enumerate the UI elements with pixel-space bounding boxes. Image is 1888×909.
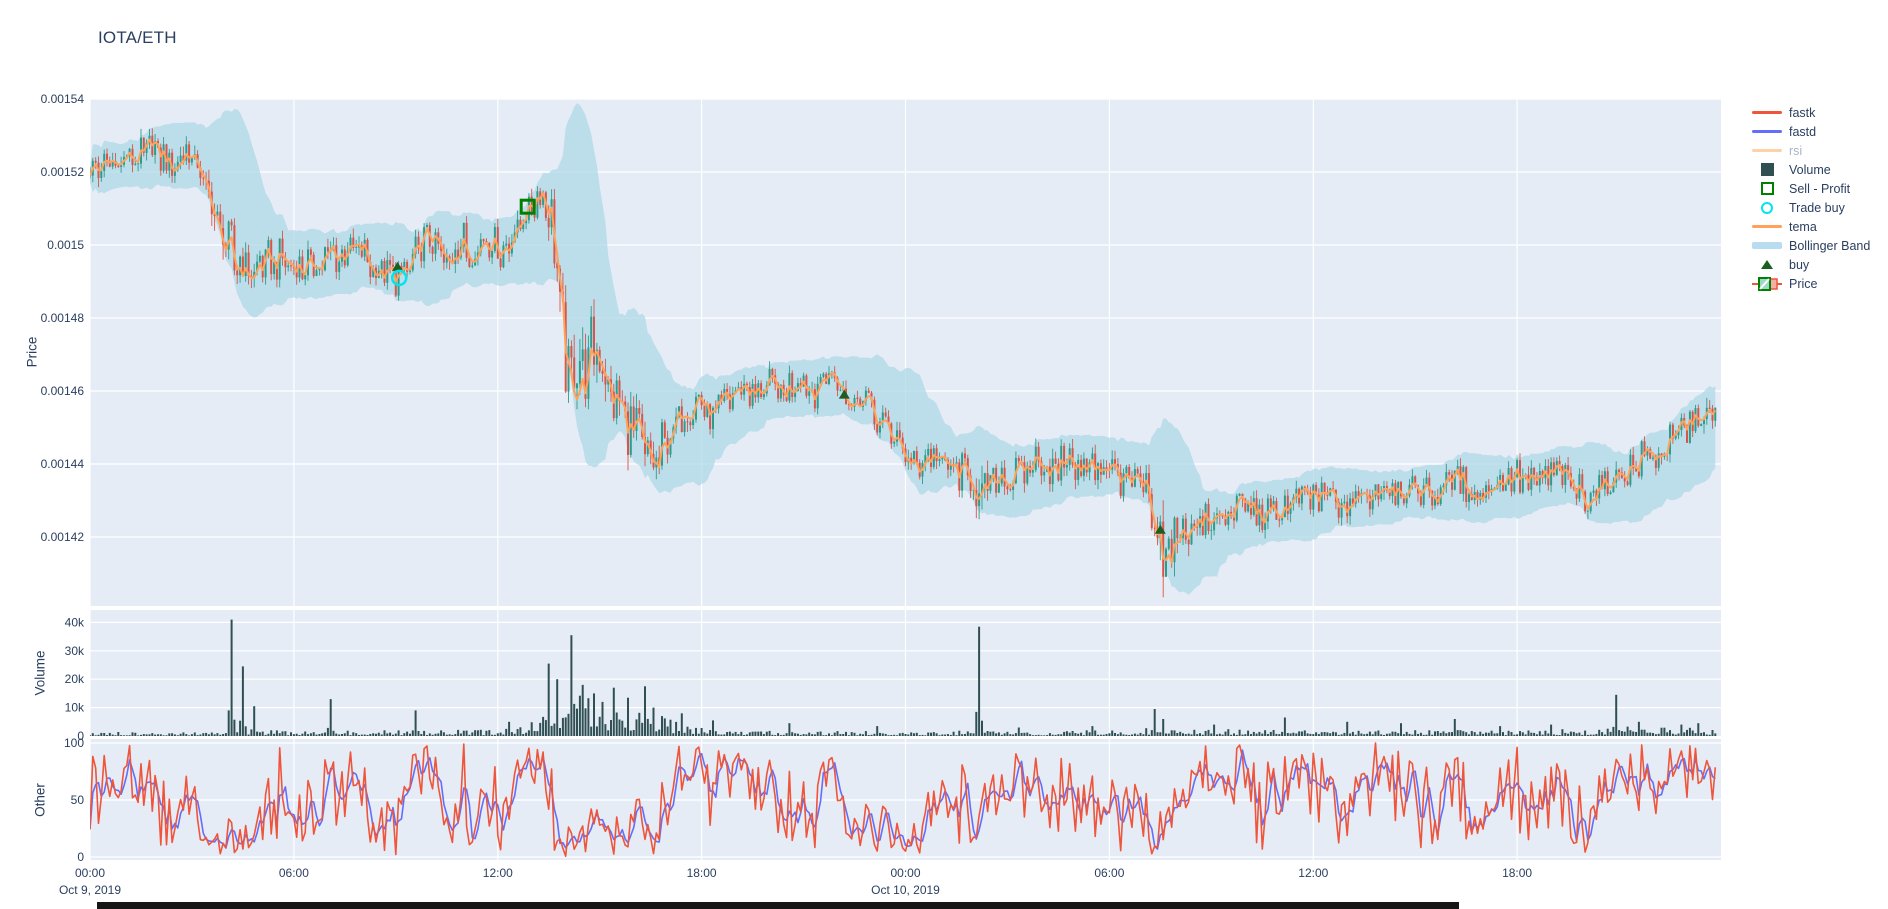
svg-text:18:00: 18:00 xyxy=(687,866,717,880)
svg-text:Oct 10, 2019: Oct 10, 2019 xyxy=(871,883,940,897)
legend-item-fastk[interactable]: fastk xyxy=(1750,103,1870,122)
svg-text:0: 0 xyxy=(77,850,84,864)
svg-text:30k: 30k xyxy=(65,644,85,658)
trade-buy-marker xyxy=(390,269,408,287)
oscillator-series xyxy=(90,742,1717,857)
legend-label-buy: buy xyxy=(1789,257,1810,272)
legend-label-fastd: fastd xyxy=(1789,124,1817,139)
svg-text:0.00154: 0.00154 xyxy=(41,92,85,106)
svg-text:0.00152: 0.00152 xyxy=(41,165,85,179)
bottom-window-edge-bar xyxy=(97,902,1459,909)
svg-text:00:00: 00:00 xyxy=(890,866,920,880)
buy-marker xyxy=(1154,524,1166,534)
legend-label-bollinger: Bollinger Band xyxy=(1789,238,1871,253)
fastk-line xyxy=(90,742,1717,857)
buy-marker xyxy=(392,261,403,271)
svg-text:40k: 40k xyxy=(65,615,85,629)
legend-label-price: Price xyxy=(1789,276,1818,291)
fastd-line xyxy=(90,749,1716,850)
legend-label-rsi: rsi xyxy=(1789,143,1803,158)
legend-item-volume[interactable]: Volume xyxy=(1750,160,1870,179)
legend-swatch-trade-buy-icon xyxy=(1750,201,1784,214)
legend-item-fastd[interactable]: fastd xyxy=(1750,122,1870,141)
svg-text:20k: 20k xyxy=(65,672,85,686)
y-tick-labels: 0.00154 0.00152 0.0015 0.00148 0.00146 0.0014… xyxy=(41,92,85,864)
svg-text:50: 50 xyxy=(71,793,85,807)
legend-swatch-price-icon xyxy=(1750,276,1784,292)
x-tick-labels: 00:00 06:00 12:00 18:00 00:00 06:00 12:00 18:00… xyxy=(59,866,1532,897)
legend-swatch-fastd-icon xyxy=(1750,130,1784,133)
buy-marker xyxy=(838,389,850,399)
svg-text:06:00: 06:00 xyxy=(279,866,309,880)
legend-item-price[interactable]: Price xyxy=(1750,274,1870,293)
price-axis-title: Price xyxy=(24,336,40,368)
svg-text:12:00: 12:00 xyxy=(483,866,513,880)
legend-swatch-fastk-icon xyxy=(1750,111,1784,114)
legend-label-tema: tema xyxy=(1789,219,1817,234)
legend-swatch-volume-icon xyxy=(1750,163,1784,176)
legend: fastk fastd rsi Volume Sell - Profit Trade bu… xyxy=(1750,103,1870,293)
svg-text:100: 100 xyxy=(64,736,84,750)
svg-text:0: 0 xyxy=(77,729,84,743)
svg-text:Oct 9, 2019: Oct 9, 2019 xyxy=(59,883,121,897)
legend-label-sell-profit: Sell - Profit xyxy=(1789,181,1851,196)
legend-swatch-buy-icon xyxy=(1750,260,1784,269)
legend-item-bollinger[interactable]: Bollinger Band xyxy=(1750,236,1870,255)
trade-markers xyxy=(390,198,1166,534)
svg-text:10k: 10k xyxy=(65,701,85,715)
svg-text:12:00: 12:00 xyxy=(1298,866,1328,880)
legend-label-volume: Volume xyxy=(1789,162,1831,177)
volume-series xyxy=(90,619,1717,736)
legend-item-trade-buy[interactable]: Trade buy xyxy=(1750,198,1870,217)
svg-text:0.00144: 0.00144 xyxy=(41,457,85,471)
legend-item-rsi[interactable]: rsi xyxy=(1750,141,1870,160)
volume-axis-title: Volume xyxy=(32,650,48,696)
bollinger-band xyxy=(90,103,1716,595)
legend-swatch-sell-profit-icon xyxy=(1750,182,1784,195)
legend-label-trade-buy: Trade buy xyxy=(1789,200,1845,215)
svg-text:18:00: 18:00 xyxy=(1502,866,1532,880)
legend-swatch-rsi-icon xyxy=(1750,149,1784,152)
legend-swatch-tema-icon xyxy=(1750,225,1784,228)
other-axis-title: Other xyxy=(32,783,48,817)
svg-text:0.00146: 0.00146 xyxy=(41,384,85,398)
tema-line xyxy=(90,138,1717,564)
page-title: IOTA/ETH xyxy=(98,28,177,47)
sell-profit-marker xyxy=(519,198,536,215)
svg-text:0.00142: 0.00142 xyxy=(41,530,85,544)
legend-swatch-bollinger-icon xyxy=(1750,242,1784,249)
svg-text:0.00148: 0.00148 xyxy=(41,311,85,325)
legend-label-fastk: fastk xyxy=(1789,105,1816,120)
svg-text:00:00: 00:00 xyxy=(75,866,105,880)
legend-item-sell-profit[interactable]: Sell - Profit xyxy=(1750,179,1870,198)
svg-text:0.0015: 0.0015 xyxy=(47,238,84,252)
legend-item-buy[interactable]: buy xyxy=(1750,255,1870,274)
svg-text:06:00: 06:00 xyxy=(1094,866,1124,880)
legend-item-tema[interactable]: tema xyxy=(1750,217,1870,236)
